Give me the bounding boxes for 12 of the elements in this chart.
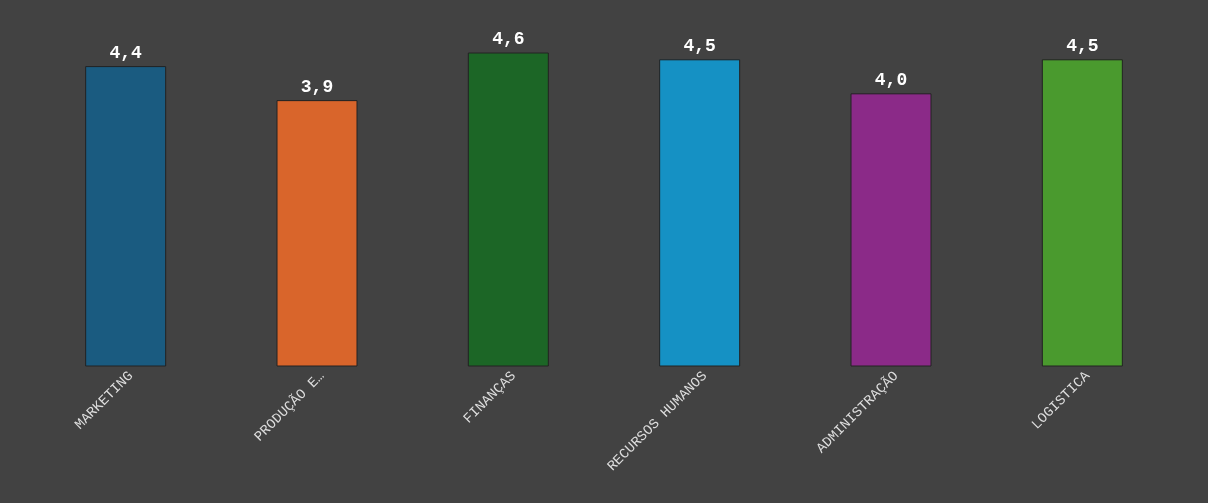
bar (850, 93, 932, 367)
data-label: 4,5 (683, 35, 716, 56)
data-label: 3,9 (300, 76, 334, 97)
data-label: 4,4 (109, 42, 143, 63)
bar (467, 52, 549, 367)
data-label: 4,6 (492, 29, 525, 49)
bar (659, 59, 741, 367)
data-label: 4,5 (1066, 35, 1099, 56)
bar (85, 66, 167, 367)
data-label: 4,0 (874, 69, 908, 90)
bar (1041, 59, 1123, 367)
bar (276, 100, 358, 367)
